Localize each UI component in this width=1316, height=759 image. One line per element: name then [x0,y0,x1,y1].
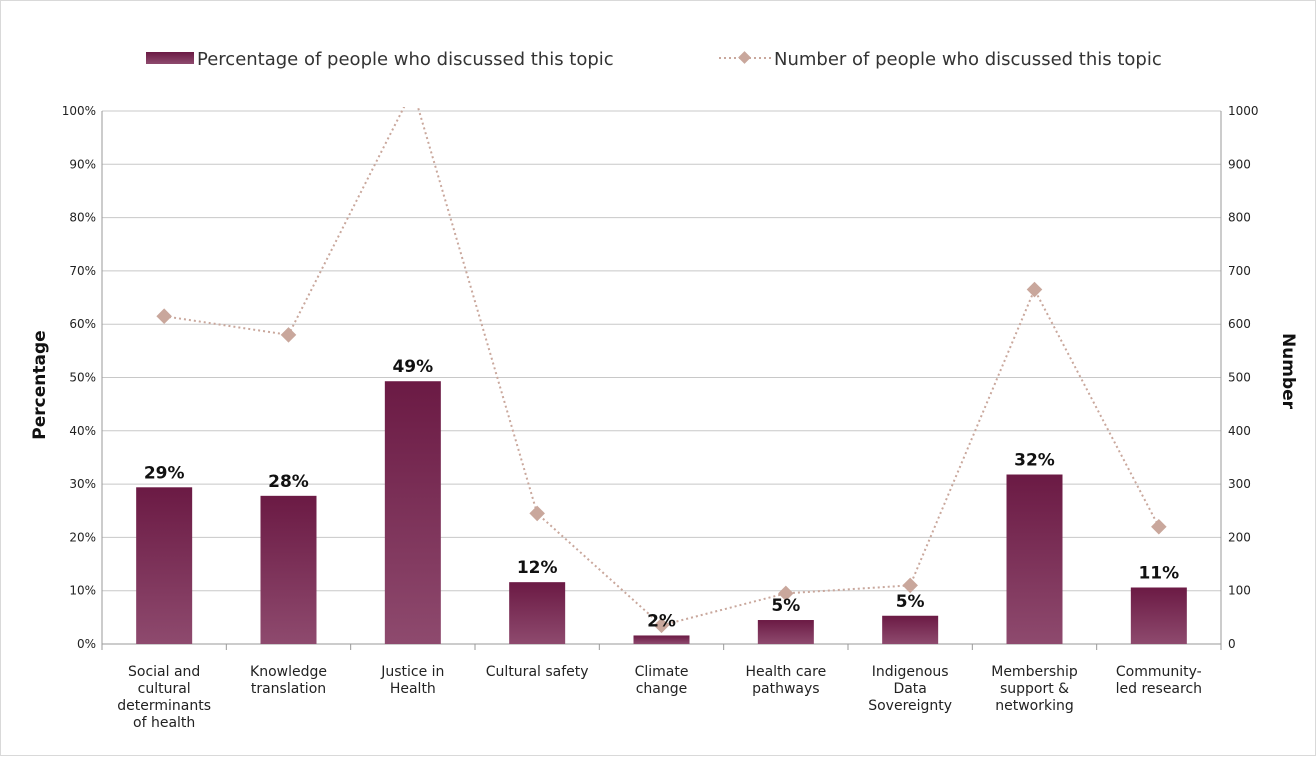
bar-data-label: 5% [896,592,925,612]
y-tick-label: 70% [69,264,96,278]
category-label: Justice in Health [380,664,444,697]
y-axis-ticks: 0% 10% 20% 30% 40% 50% 60% 70% 80% 90% 100% [62,104,96,651]
line-point [405,82,421,98]
line-point [902,577,918,594]
y-tick-label: 30% [69,477,96,491]
x-axis-categories: Social and cultural determinants of health K… [117,664,1202,731]
bar-data-label: 49% [392,357,433,377]
y2-tick-label: 100 [1228,584,1251,598]
bar-data-label: 28% [268,472,309,492]
legend-line-marker [738,51,751,64]
bar [260,495,317,644]
y-tick-label: 50% [69,371,96,385]
line-point [280,327,297,343]
y2-tick-label: 200 [1228,530,1251,544]
bar-series [136,381,1187,644]
category-label: Health care pathways [745,664,826,697]
bar [384,381,441,644]
y2-tick-label: 800 [1228,211,1251,225]
bar [633,635,690,644]
line-path [164,107,1160,627]
bar-data-label: 11% [1138,564,1179,584]
category-label: Climate change [635,664,689,697]
line-point [156,308,172,324]
y-tick-label: 80% [69,211,96,225]
bar [509,582,566,644]
category-label: Community-led research [1116,664,1202,697]
line-point [1151,518,1167,535]
data-labels: 29% 28% 49% 12% 2% 5% 5% 32% 11% [144,357,1179,631]
y2-tick-label: 300 [1228,477,1251,491]
bar-data-label: 5% [771,596,800,616]
bar [1130,587,1187,644]
line-point [653,617,670,634]
y2-tick-label: 900 [1228,157,1251,171]
category-label: Indigenous Data Sovereignty [868,664,952,714]
line-point [778,585,794,602]
bar [757,620,814,644]
category-label: Social and cultural determinants of health [117,664,211,731]
y2-axis-ticks: 0 100 200 300 400 500 600 700 800 900 1000 [1228,104,1259,651]
category-label: Membership support & networking [991,664,1078,714]
category-label: Cultural safety [486,664,589,680]
bar [1006,474,1063,644]
y-tick-label: 20% [69,530,96,544]
bar [882,615,939,644]
y2-tick-label: 1000 [1228,104,1259,118]
y-tick-label: 0% [77,637,96,651]
bar-data-label: 12% [517,558,558,578]
category-label: Knowledge translation [250,664,327,697]
line-point [1026,281,1043,298]
y-tick-label: 100% [62,104,96,118]
y2-tick-label: 700 [1228,264,1251,278]
y-tick-label: 90% [69,157,96,171]
y-tick-label: 40% [69,424,96,438]
bar-data-label: 29% [144,463,185,483]
line-point [529,505,545,522]
y-axis-title: Percentage [30,330,50,439]
bar [136,487,193,644]
legend-line-label: Number of people who discussed this topi… [774,49,1162,70]
legend-bar-swatch [146,52,194,64]
y2-tick-label: 0 [1228,637,1236,651]
y2-tick-label: 500 [1228,371,1251,385]
bar-data-label: 32% [1014,451,1055,471]
y2-tick-label: 400 [1228,424,1251,438]
y2-tick-label: 600 [1228,317,1251,331]
legend: Percentage of people who discussed this … [146,49,1162,70]
y-tick-label: 60% [69,317,96,331]
y-tick-label: 10% [69,584,96,598]
legend-bar-label: Percentage of people who discussed this … [197,49,614,70]
bar-data-label: 2% [647,611,676,631]
y2-axis-title: Number [1278,333,1298,410]
